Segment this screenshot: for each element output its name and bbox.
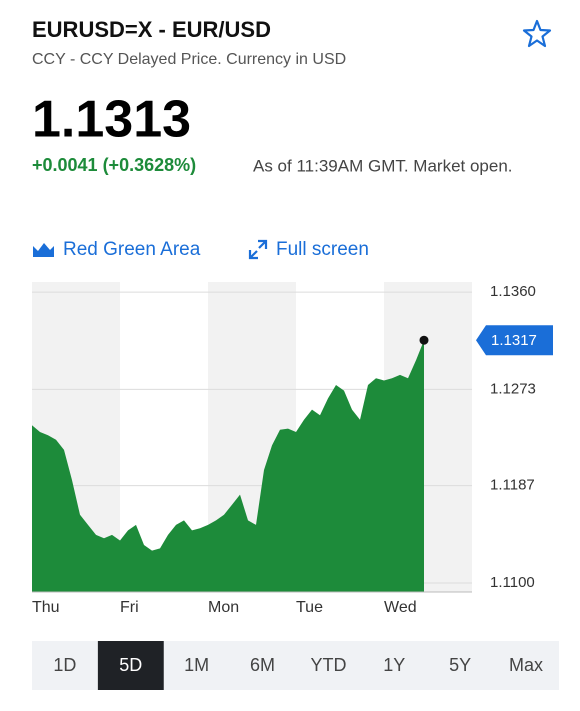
x-tick-label: Mon: [208, 599, 239, 616]
fullscreen-button[interactable]: Full screen: [276, 239, 369, 260]
change: +0.0041 (+0.3628%): [32, 155, 196, 175]
last-price-tag: [476, 325, 553, 356]
range-button[interactable]: 5Y: [449, 655, 471, 675]
chart-style-button[interactable]: Red Green Area: [63, 239, 201, 260]
x-tick-label: Wed: [384, 599, 417, 616]
range-button[interactable]: 1Y: [383, 655, 405, 675]
range-button[interactable]: 5D: [119, 655, 142, 675]
title: EURUSD=X - EUR/USD: [32, 17, 271, 42]
y-tick-label: 1.1273: [490, 380, 536, 397]
x-tick-label: Fri: [120, 599, 139, 616]
last-point: [419, 335, 429, 345]
last-price-label: 1.1317: [491, 332, 537, 349]
watchlist-star[interactable]: [522, 19, 552, 48]
range-button[interactable]: 6M: [250, 655, 275, 675]
price: 1.1313: [32, 91, 191, 149]
fullscreen-icon: [248, 239, 268, 260]
as-of: As of 11:39AM GMT. Market open.: [253, 156, 513, 175]
range-button[interactable]: YTD: [310, 655, 346, 675]
range-active: [97, 641, 164, 690]
range-selector: 1D 5D 1M 6M YTD 1Y 5Y Max: [53, 641, 543, 690]
price-area: [32, 340, 424, 592]
range-button[interactable]: Max: [509, 655, 543, 675]
range-button[interactable]: 1M: [184, 655, 209, 675]
chart: Thu Fri Mon Tue Wed 1.1360 1.1273 1.1187 1.1100 1…: [32, 282, 553, 616]
range-button[interactable]: 1D: [53, 655, 76, 675]
subtitle: CCY - CCY Delayed Price. Currency in USD: [32, 51, 346, 68]
y-tick-label: 1.1360: [490, 283, 536, 300]
x-tick-label: Tue: [296, 599, 323, 616]
y-tick-label: 1.1100: [490, 574, 535, 591]
area-icon: [33, 243, 54, 257]
x-tick-label: Thu: [32, 599, 60, 616]
y-tick-label: 1.1187: [490, 477, 535, 494]
